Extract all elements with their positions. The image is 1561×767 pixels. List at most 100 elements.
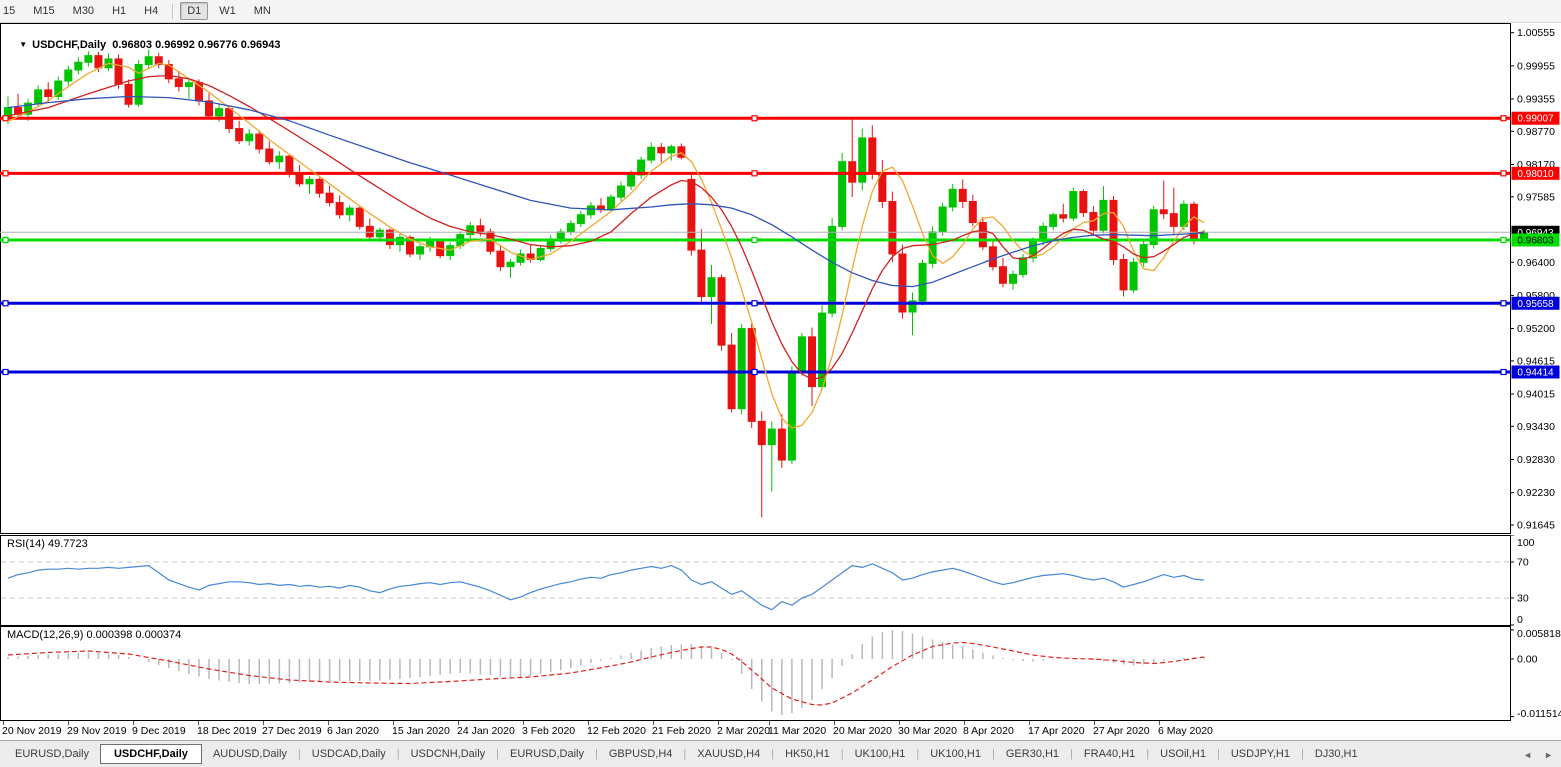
timeframe-button-m30[interactable]: M30 [72, 5, 95, 17]
price-badge-label: 0.94414 [1517, 367, 1554, 378]
rsi-axis-label: 0 [1517, 614, 1523, 626]
chart-tab-uk100-h1[interactable]: UK100,H1 [930, 748, 981, 760]
price-axis-label: 0.96400 [1517, 257, 1555, 269]
line-handle[interactable] [1500, 236, 1507, 244]
candle-up [787, 372, 796, 461]
line-handle[interactable] [751, 115, 758, 122]
candle-down [1059, 214, 1068, 219]
chart-tab-usdchf-daily[interactable]: USDCHF,Daily [99, 744, 202, 764]
candle-up [275, 155, 284, 163]
candle-up [818, 312, 827, 388]
candle-up [144, 56, 153, 65]
candle-up [707, 277, 716, 298]
candle-up [245, 133, 254, 142]
candle-down [235, 128, 244, 142]
timeframe-button-15[interactable]: 15 [3, 5, 16, 17]
tab-scroll-right-icon[interactable]: ► [1544, 749, 1553, 760]
candle-up [566, 223, 575, 233]
tab-scroll-left-icon[interactable]: ◄ [1523, 749, 1533, 760]
price-badge [1511, 166, 1560, 180]
chart-tab-ger30-h1[interactable]: GER30,H1 [1005, 748, 1060, 760]
candle-down [898, 253, 907, 313]
candle-down [1079, 191, 1088, 214]
chart-tab-usoil-h1[interactable]: USOil,H1 [1160, 748, 1206, 760]
timeframe-button-m15[interactable]: M15 [33, 5, 55, 17]
chart-tab-uk100-h1[interactable]: UK100,H1 [854, 748, 906, 760]
date-tick [133, 721, 134, 725]
chart-tab-hk50-h1[interactable]: HK50,H1 [785, 748, 830, 760]
rsi-line [7, 563, 1205, 611]
chart-tab-fra40-h1[interactable]: FRA40,H1 [1083, 748, 1136, 760]
timeframe-button-mn[interactable]: MN [253, 5, 271, 17]
candle-down [868, 137, 877, 174]
candle-down [727, 344, 736, 410]
date-tick [523, 721, 524, 725]
price-badge [1511, 365, 1560, 379]
chart-tab-gbpusd-h4[interactable]: GBPUSD,H4 [608, 748, 673, 760]
date-tick [718, 721, 719, 725]
main-chart-panel[interactable]: 1.00555 0.99955 0.99355 0.98770 0.98170 0.975… [0, 23, 1561, 535]
date-axis[interactable]: 20 Nov 2019 29 Nov 2019 9 Dec 2019 18 Dec 2… [0, 721, 1561, 740]
date-label: 27 Dec 2019 [262, 725, 322, 737]
line-handle[interactable] [1500, 300, 1507, 307]
line-handle[interactable] [1500, 115, 1507, 122]
line-handle[interactable] [2, 115, 9, 122]
candle-up [34, 89, 43, 104]
macd-chart[interactable]: 0.005818 0.00 -0.011514 [0, 626, 1561, 721]
rsi-panel[interactable]: 100 70 30 0 [0, 535, 1561, 626]
chart-tab-usdcad-daily[interactable]: USDCAD,Daily [311, 748, 386, 760]
timeframe-button-h1[interactable]: H1 [112, 5, 127, 17]
ma-fast-line [7, 62, 1205, 429]
candle-down [265, 148, 274, 163]
candle-up [536, 247, 545, 261]
line-handle[interactable] [1500, 368, 1507, 376]
candle-up [828, 225, 837, 314]
candle-down [385, 229, 394, 246]
line-handle[interactable] [751, 300, 758, 307]
candle-down [285, 155, 294, 175]
timeframe-button-d1[interactable]: D1 [180, 2, 209, 20]
date-label: 20 Mar 2020 [833, 725, 892, 737]
candle-up [1049, 214, 1058, 227]
price-axis-label: 0.94015 [1517, 389, 1555, 401]
line-handle[interactable] [1500, 170, 1507, 177]
candle-up [516, 253, 525, 263]
chart-tab-usdcnh-daily[interactable]: USDCNH,Daily [410, 748, 486, 760]
price-chart[interactable]: 1.005550.999550.993550.987700.981700.975… [0, 23, 1561, 535]
candle-up [627, 174, 636, 187]
candle-up [1129, 261, 1138, 291]
price-badge [1511, 111, 1560, 125]
line-handle[interactable] [2, 300, 9, 307]
line-handle[interactable] [751, 368, 758, 376]
candle-down [325, 192, 334, 204]
date-tick [1159, 721, 1160, 725]
chart-tab-usdjpy-h1[interactable]: USDJPY,H1 [1230, 748, 1290, 760]
candle-down [677, 146, 686, 158]
timeframe-button-h4[interactable]: H4 [144, 5, 159, 17]
line-handle[interactable] [2, 236, 9, 244]
line-handle[interactable] [751, 236, 758, 244]
price-axis[interactable]: 1.005550.999550.993550.987700.981700.975… [1510, 27, 1556, 531]
candle-down [958, 188, 967, 202]
chart-tab-eurusd-daily[interactable]: EURUSD,Daily [15, 748, 89, 760]
date-tick [68, 721, 69, 725]
line-handle[interactable] [2, 368, 9, 376]
line-handle[interactable] [751, 170, 758, 177]
macd-panel[interactable]: 0.005818 0.00 -0.011514 [0, 626, 1561, 721]
tab-separator: | [916, 748, 920, 760]
chart-tab-eurusd-daily[interactable]: EURUSD,Daily [510, 748, 584, 760]
date-tick [328, 721, 329, 725]
candle-up [215, 108, 224, 117]
candle-down [174, 78, 183, 88]
rsi-chart[interactable]: 100 70 30 0 [0, 535, 1561, 626]
candle-down [1159, 209, 1168, 215]
chart-tab-xauusd-h4[interactable]: XAUUSD,H4 [697, 748, 761, 760]
candle-down [255, 133, 264, 150]
timeframe-button-w1[interactable]: W1 [219, 5, 236, 17]
chart-tab-audusd-daily[interactable]: AUDUSD,Daily [212, 748, 287, 760]
candle-up [74, 61, 83, 71]
date-label: 18 Dec 2019 [197, 725, 257, 737]
macd-axis-label: 0.005818 [1517, 628, 1561, 640]
line-handle[interactable] [2, 170, 9, 177]
chart-tab-dj30-h1[interactable]: DJ30,H1 [1314, 748, 1358, 760]
